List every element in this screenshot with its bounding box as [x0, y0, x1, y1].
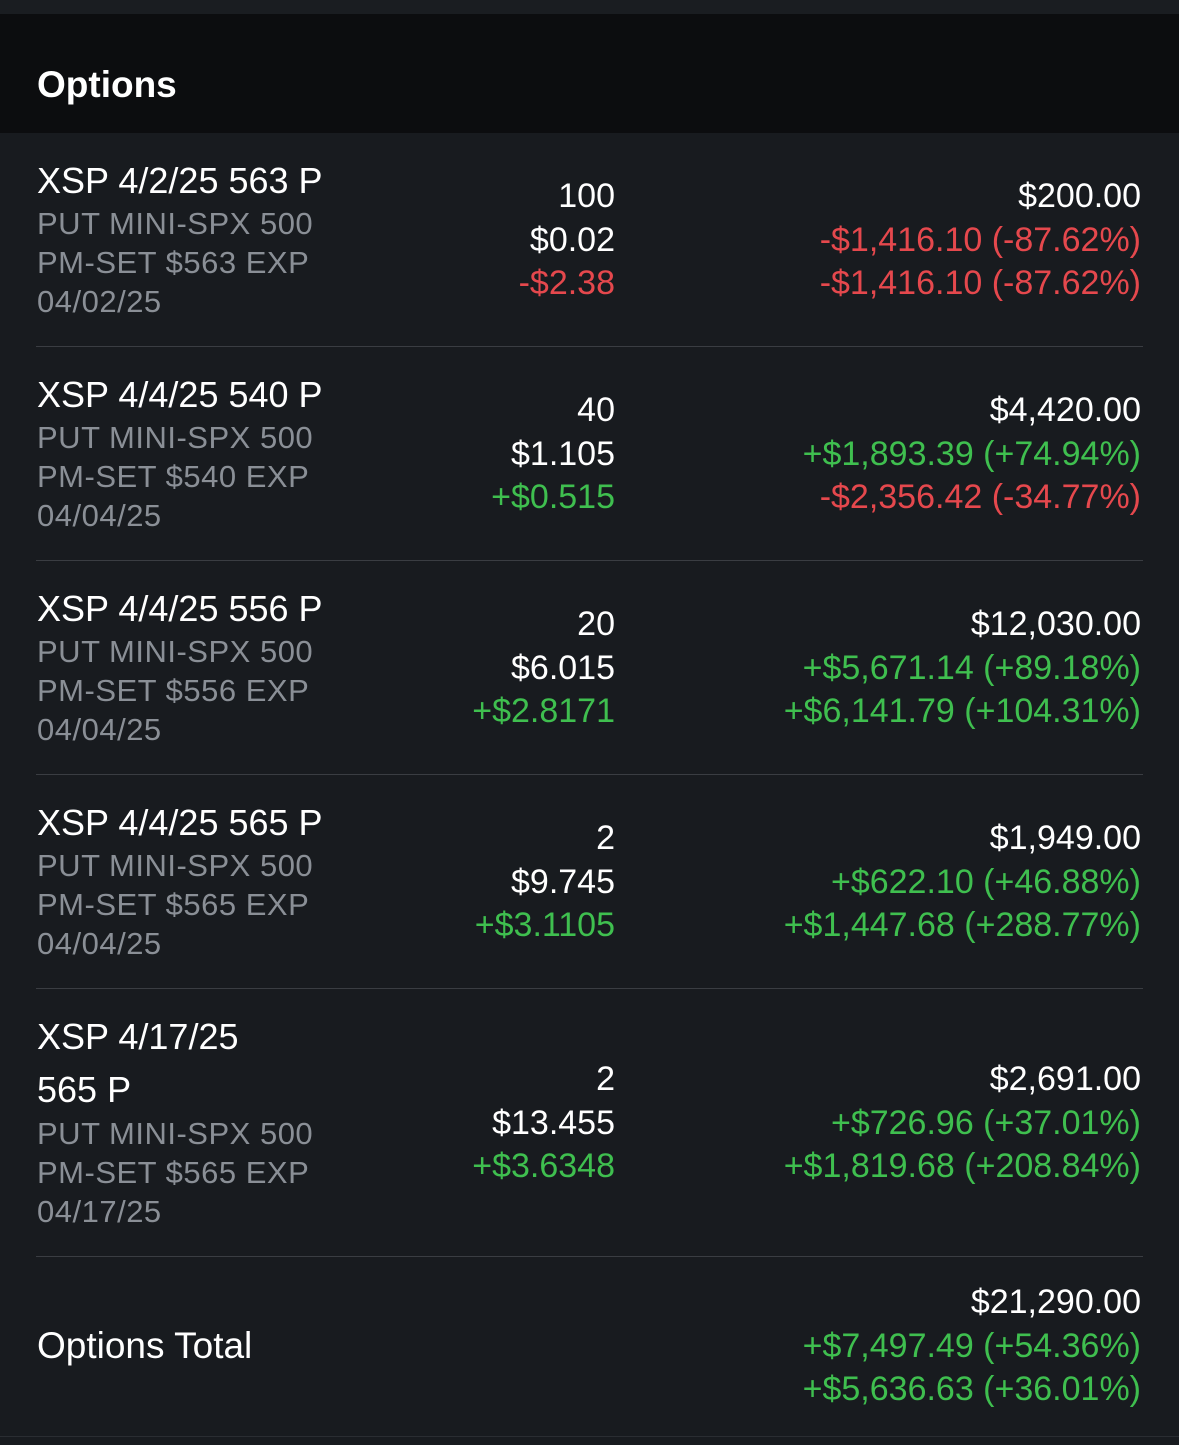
position-price-change: +$0.515: [491, 478, 615, 516]
position-symbol-line1: XSP 4/17/25: [37, 1016, 239, 1057]
position-description: PUT MINI-SPX 500 PM-SET $563 EXP 04/02/2…: [37, 206, 314, 319]
position-value-column: $1,949.00 +$622.10 (+46.88%) +$1,447.68 …: [784, 817, 1141, 948]
position-price: $6.015: [511, 648, 615, 687]
position-total-gain: +$1,447.68 (+288.77%): [783, 906, 1141, 944]
position-price: $9.745: [511, 862, 615, 901]
position-market-value: $12,030.00: [970, 605, 1141, 643]
position-price-change: +$3.6348: [472, 1147, 615, 1185]
position-price: $13.455: [492, 1103, 615, 1142]
position-price-column: 2 $13.455 +$3.6348: [472, 1058, 615, 1189]
position-total-gain: -$1,416.10 (-87.62%): [819, 264, 1141, 302]
section-title: Options: [37, 64, 177, 105]
position-day-gain: +$622.10 (+46.88%): [830, 862, 1141, 901]
position-total-gain: +$1,819.68 (+208.84%): [783, 1147, 1141, 1185]
position-row[interactable]: XSP 4/4/25 556 P PUT MINI-SPX 500 PM-SET…: [0, 561, 1179, 774]
position-value-column: $12,030.00 +$5,671.14 (+89.18%) +$6,141.…: [784, 603, 1141, 734]
row-divider: [36, 774, 1143, 775]
options-total-market-value: $21,290.00: [970, 1283, 1141, 1321]
options-total-total-gain: +$5,636.63 (+36.01%): [802, 1370, 1141, 1408]
row-divider: [36, 988, 1143, 989]
position-price-column: 20 $6.015 +$2.8171: [472, 603, 615, 734]
position-value-column: $200.00 -$1,416.10 (-87.62%) -$1,416.10 …: [820, 175, 1141, 306]
position-total-gain: -$2,356.42 (-34.77%): [819, 478, 1141, 516]
position-market-value: $1,949.00: [989, 819, 1141, 857]
options-total-value-column: $21,290.00 +$7,497.49 (+54.36%) +$5,636.…: [803, 1281, 1141, 1412]
position-description: PUT MINI-SPX 500 PM-SET $540 EXP 04/04/2…: [37, 420, 314, 533]
position-quantity: 100: [558, 177, 615, 215]
position-day-gain: +$726.96 (+37.01%): [830, 1103, 1141, 1142]
position-price-column: 2 $9.745 +$3.1105: [475, 817, 615, 948]
position-price-change: +$2.8171: [472, 692, 615, 730]
position-day-gain: -$1,416.10 (-87.62%): [819, 220, 1141, 259]
position-price-column: 40 $1.105 +$0.515: [491, 389, 615, 520]
position-price: $0.02: [529, 220, 615, 259]
position-price-column: 100 $0.02 -$2.38: [519, 175, 615, 306]
row-divider: [36, 346, 1143, 347]
position-total-gain: +$6,141.79 (+104.31%): [783, 692, 1141, 730]
section-header[interactable]: Options: [0, 14, 1179, 133]
position-row[interactable]: XSP 4/2/25 563 P PUT MINI-SPX 500 PM-SET…: [0, 133, 1179, 346]
position-value-column: $2,691.00 +$726.96 (+37.01%) +$1,819.68 …: [784, 1058, 1141, 1189]
options-total-label: Options Total: [37, 1325, 253, 1366]
position-description: PUT MINI-SPX 500 PM-SET $565 EXP 04/04/2…: [37, 848, 314, 961]
position-day-gain: +$5,671.14 (+89.18%): [802, 648, 1141, 687]
position-quantity: 2: [596, 819, 615, 857]
position-day-gain: +$1,893.39 (+74.94%): [802, 434, 1141, 473]
position-row[interactable]: XSP 4/4/25 540 P PUT MINI-SPX 500 PM-SET…: [0, 347, 1179, 560]
position-quantity: 20: [577, 605, 615, 643]
bottom-divider: [0, 1436, 1179, 1437]
position-market-value: $4,420.00: [989, 391, 1141, 429]
position-market-value: $200.00: [1018, 177, 1141, 215]
position-description: PUT MINI-SPX 500 PM-SET $565 EXP 04/17/2…: [37, 1116, 314, 1229]
position-price-change: +$3.1105: [474, 906, 615, 944]
position-symbol: XSP 4/2/25 563 P: [37, 160, 323, 201]
position-symbol: XSP 4/4/25 540 P: [37, 374, 323, 415]
position-description: PUT MINI-SPX 500 PM-SET $556 EXP 04/04/2…: [37, 634, 314, 747]
position-symbol-line2: 565 P: [37, 1069, 132, 1110]
options-total-day-gain: +$7,497.49 (+54.36%): [802, 1326, 1141, 1365]
position-value-column: $4,420.00 +$1,893.39 (+74.94%) -$2,356.4…: [803, 389, 1141, 520]
row-divider: [36, 560, 1143, 561]
position-price: $1.105: [511, 434, 615, 473]
position-row[interactable]: XSP 4/4/25 565 P PUT MINI-SPX 500 PM-SET…: [0, 775, 1179, 988]
position-symbol: XSP 4/4/25 565 P: [37, 802, 323, 843]
row-divider: [36, 1256, 1143, 1257]
position-quantity: 40: [577, 391, 615, 429]
options-total-row[interactable]: Options Total $21,290.00 +$7,497.49 (+54…: [0, 1257, 1179, 1436]
top-strip: [0, 0, 1179, 14]
position-row[interactable]: XSP 4/17/25 565 P PUT MINI-SPX 500 PM-SE…: [0, 989, 1179, 1256]
position-price-change: -$2.38: [518, 264, 615, 302]
position-quantity: 2: [596, 1060, 615, 1098]
position-symbol: XSP 4/4/25 556 P: [37, 588, 323, 629]
position-market-value: $2,691.00: [989, 1060, 1141, 1098]
